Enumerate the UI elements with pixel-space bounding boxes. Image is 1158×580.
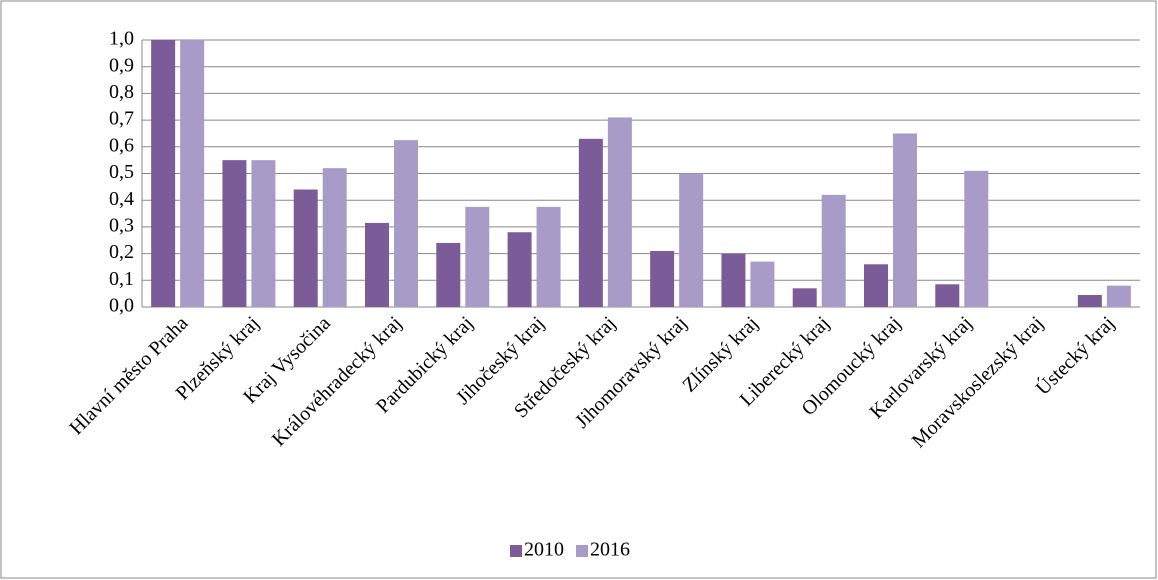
y-tick-label: 0,9 <box>109 54 134 76</box>
bar <box>536 206 561 307</box>
bar <box>1106 285 1131 307</box>
x-tick-label: Hlavní město Praha <box>65 312 192 439</box>
y-tick-label: 0,8 <box>109 81 134 103</box>
y-tick-label: 0,3 <box>109 214 134 236</box>
y-tick-label: 0,4 <box>109 188 134 210</box>
x-tick-label: Moravskoslezský kraj <box>908 312 1048 452</box>
bar <box>935 284 960 307</box>
bar <box>964 170 989 307</box>
y-tick-label: 0,2 <box>109 241 134 263</box>
bar <box>151 40 176 307</box>
bar <box>365 222 389 307</box>
y-tick-label: 0,6 <box>109 134 134 156</box>
bar <box>1077 294 1102 307</box>
y-tick-label: 1,0 <box>109 28 134 50</box>
bar <box>507 232 532 307</box>
legend-label: 2010 <box>524 539 564 561</box>
y-tick-label: 0,7 <box>109 108 134 130</box>
bar <box>721 253 746 307</box>
bar <box>750 261 775 307</box>
legend-label: 2016 <box>590 539 630 561</box>
legend-swatch <box>576 545 588 557</box>
bar <box>293 189 318 307</box>
bar <box>465 206 490 307</box>
bar <box>607 117 632 308</box>
y-tick-label: 0,0 <box>109 295 134 317</box>
y-tick-label: 0,5 <box>109 161 134 183</box>
bar <box>578 138 603 307</box>
bar <box>650 250 675 307</box>
bar <box>821 194 846 307</box>
bar <box>436 242 461 307</box>
x-tick-label: Královéhradecký kraj <box>268 312 406 450</box>
legend-swatch <box>510 545 522 557</box>
bar <box>251 160 276 307</box>
y-tick-label: 0,1 <box>109 268 134 290</box>
bar <box>180 40 205 307</box>
bar <box>679 173 704 307</box>
bar <box>864 264 888 307</box>
bar <box>322 168 347 307</box>
bar <box>222 160 247 307</box>
bar <box>792 288 817 307</box>
bar <box>394 140 418 307</box>
bar <box>893 133 917 307</box>
